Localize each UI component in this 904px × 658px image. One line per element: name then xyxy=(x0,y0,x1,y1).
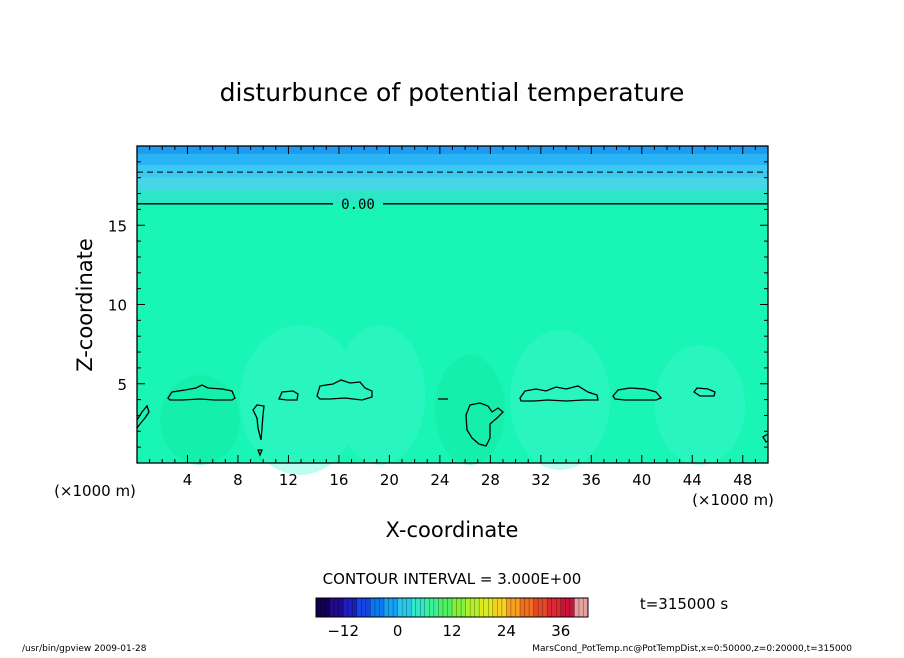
colorbar-swatch xyxy=(506,598,521,617)
contour-interval: CONTOUR INTERVAL = 3.000E+00 xyxy=(323,570,582,588)
field-texture xyxy=(160,325,745,475)
contour-cell xyxy=(519,385,599,402)
field-band xyxy=(137,165,768,178)
contour-cell xyxy=(762,433,769,443)
contour-cell xyxy=(136,404,150,429)
x-unit-label-left: (×1000 m) xyxy=(54,482,136,500)
x-tick-label: 24 xyxy=(430,471,449,489)
contour-cell xyxy=(252,404,265,441)
y-ticks: 5 10 15 xyxy=(108,161,768,448)
colorbar-swatch xyxy=(356,598,371,617)
y-tick-label: 5 xyxy=(117,376,127,394)
x-tick-label: 28 xyxy=(481,471,500,489)
x-tick-label: 12 xyxy=(279,471,298,489)
x-tick-label: 4 xyxy=(183,471,193,489)
x-tick-label: 32 xyxy=(531,471,550,489)
colorbar-swatch xyxy=(574,598,589,617)
x-ticks: 4 8 12 16 20 24 28 32 36 40 44 48 xyxy=(149,146,756,489)
x-tick-label: 48 xyxy=(733,471,752,489)
zero-contour-label: 0.00 xyxy=(341,197,375,213)
colorbar-tick-label: 12 xyxy=(442,622,461,640)
x-axis-title: X-coordinate xyxy=(386,518,519,542)
x-tick-label: 40 xyxy=(632,471,651,489)
field-band xyxy=(137,153,768,166)
footer-left: /usr/bin/gpview 2009-01-28 xyxy=(22,644,147,654)
contour-cell xyxy=(316,379,373,401)
time-label: t=315000 s xyxy=(640,595,728,613)
colorbar-swatch xyxy=(533,598,548,617)
contour-cell xyxy=(167,384,236,401)
colorbar-swatch xyxy=(397,598,412,617)
colorbar-swatch xyxy=(329,598,344,617)
colorbar-tick-label: 36 xyxy=(551,622,570,640)
chart-title: disturbunce of potential temperature xyxy=(220,78,685,107)
x-unit-label-right: (×1000 m) xyxy=(692,491,774,509)
contour-cell xyxy=(465,402,504,447)
colorbar-swatch xyxy=(384,598,399,617)
colorbar-swatch xyxy=(452,598,467,617)
y-axis-title: Z-coordinate xyxy=(73,238,97,372)
footer-right: MarsCond_PotTemp.nc@PotTempDist,x=0:5000… xyxy=(532,644,852,654)
colorbar-frame xyxy=(315,597,589,618)
x-tick-label: 44 xyxy=(683,471,702,489)
colorbar-swatch xyxy=(370,598,385,617)
colorbar-swatch xyxy=(465,598,480,617)
x-tick-label: 8 xyxy=(233,471,243,489)
colorbar-tick-label: 0 xyxy=(393,622,403,640)
y-tick-label: 15 xyxy=(108,217,127,235)
field-band xyxy=(137,190,768,204)
x-tick-label: 16 xyxy=(329,471,348,489)
contour-cell xyxy=(612,387,663,401)
contour-cell xyxy=(278,390,299,401)
contour-cell xyxy=(257,449,263,457)
x-tick-label: 20 xyxy=(380,471,399,489)
contour-lines xyxy=(136,379,769,457)
field-bands xyxy=(137,146,768,204)
contour-cell xyxy=(693,387,716,397)
colorbar-tick-label: 24 xyxy=(497,622,516,640)
colorbar-swatch xyxy=(547,598,562,617)
colorbar-swatch xyxy=(438,598,453,617)
colorbar-swatch xyxy=(492,598,507,617)
colorbar-swatch xyxy=(479,598,494,617)
colorbar-swatch xyxy=(424,598,439,617)
colorbar-swatch xyxy=(560,598,575,617)
colorbar-swatch xyxy=(520,598,535,617)
x-tick-label: 36 xyxy=(582,471,601,489)
colorbar-swatch xyxy=(316,598,331,617)
colorbar-swatch xyxy=(343,598,358,617)
colorbar: −12 0 12 24 36 xyxy=(315,597,589,640)
colorbar-tick-label: −12 xyxy=(327,622,359,640)
y-tick-label: 10 xyxy=(108,297,127,315)
colorbar-swatch xyxy=(411,598,426,617)
field-band xyxy=(137,177,768,191)
